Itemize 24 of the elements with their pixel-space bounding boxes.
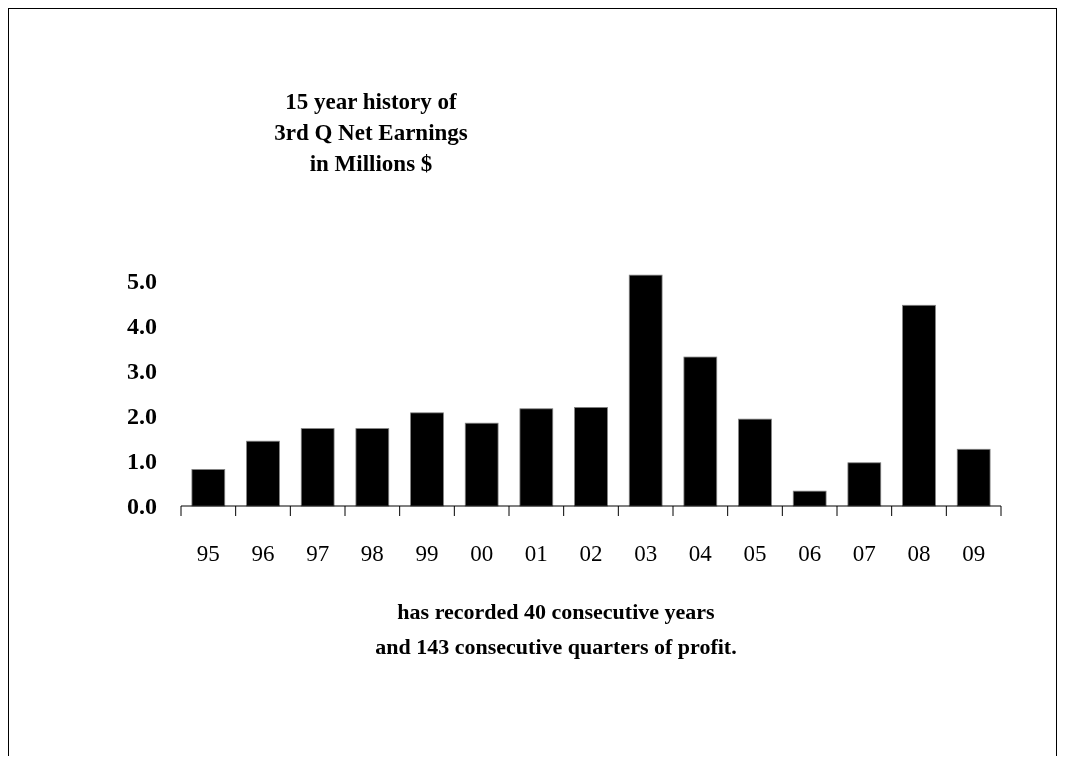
x-tick-label: 07 <box>852 541 876 566</box>
y-tick-label: 1.0 <box>127 448 157 475</box>
y-tick-label: 0.0 <box>127 493 157 520</box>
text: and 143 consecutive quarters of profit. <box>375 634 737 659</box>
y-tick-label: 4.0 <box>127 313 157 340</box>
y-tick-label: 3.0 <box>127 358 157 385</box>
x-tick-label: 99 <box>415 541 439 566</box>
x-tick-label: 02 <box>579 541 603 566</box>
x-tick-label: 97 <box>306 541 330 566</box>
x-tick-label: 06 <box>798 541 822 566</box>
y-tick-label: 5.0 <box>127 268 157 295</box>
chart-title: 15 year history of 3rd Q Net Earnings in Millions $ <box>274 89 468 176</box>
x-tick-label: 00 <box>470 541 494 566</box>
x-tick-label: 96 <box>251 541 275 566</box>
y-tick-label: 2.0 <box>127 403 157 430</box>
x-tick-label: 05 <box>743 541 767 566</box>
x-tick-label: 95 <box>196 541 220 566</box>
x-tick-label: 09 <box>962 541 986 566</box>
x-tick-label: 03 <box>634 541 658 566</box>
x-tick-label: 01 <box>524 541 548 566</box>
x-tick-label: 98 <box>360 541 384 566</box>
x-tick-label: 08 <box>907 541 931 566</box>
x-tick-label: 04 <box>688 541 713 566</box>
text: has recorded 40 consecutive years <box>397 599 716 624</box>
